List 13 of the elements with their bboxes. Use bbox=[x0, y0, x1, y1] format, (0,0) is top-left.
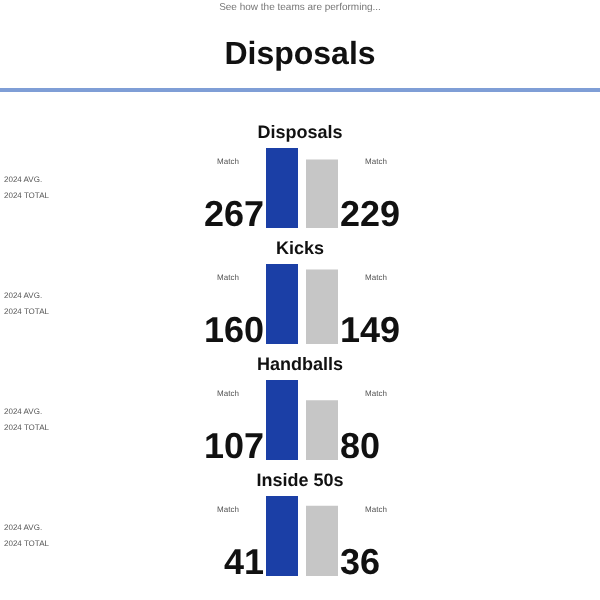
chart-title: Kicks bbox=[273, 236, 327, 260]
data-label: 41 bbox=[223, 542, 264, 582]
data-label: 267 bbox=[203, 194, 264, 234]
data-label: 80 bbox=[340, 426, 381, 466]
text: Disposals bbox=[222, 38, 378, 74]
data-label: 160 bbox=[203, 310, 264, 350]
data-label: 229 bbox=[340, 194, 401, 234]
data-label: 36 bbox=[340, 542, 381, 582]
data-label: 107 bbox=[203, 426, 264, 466]
chart-title: Inside 50s bbox=[254, 468, 346, 492]
chart-title: Handballs bbox=[254, 352, 345, 376]
data-label: 149 bbox=[340, 310, 401, 350]
chart-title: Disposals bbox=[255, 120, 345, 144]
